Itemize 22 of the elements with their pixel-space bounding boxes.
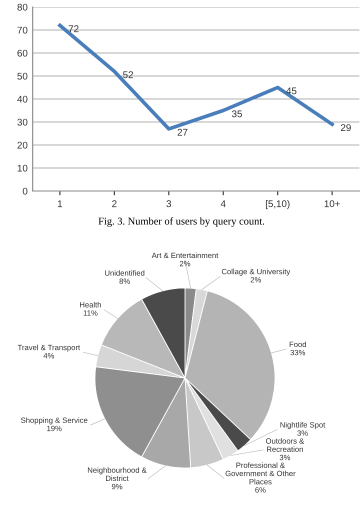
x-tick-label: 4 (220, 200, 226, 208)
data-label: 52 (123, 71, 134, 78)
y-tick-label: 30 (17, 118, 28, 126)
data-label: 27 (178, 128, 188, 136)
x-tick-label: [5,10) (266, 200, 290, 210)
y-tick-label: 40 (17, 96, 28, 103)
x-tick-label: 10+ (324, 200, 340, 208)
x-tick-label: 1 (58, 200, 62, 208)
data-label: 45 (286, 87, 296, 94)
x-tick-label: 2 (112, 200, 117, 208)
data-label: 35 (232, 110, 242, 118)
y-tick-label: 10 (18, 164, 28, 172)
x-tick-label: 3 (166, 200, 172, 208)
y-tick-label: 50 (17, 72, 28, 80)
caption: Fig. 3. Number of users by query count. (98, 217, 264, 227)
y-tick-label: 20 (17, 142, 28, 149)
y-tick-label: 80 (17, 4, 28, 11)
y-tick-label: 60 (17, 50, 28, 57)
y-tick-label: 70 (17, 26, 28, 34)
y-tick-label: 0 (22, 188, 28, 195)
data-label: 72 (68, 25, 79, 32)
data-label: 29 (340, 124, 351, 132)
